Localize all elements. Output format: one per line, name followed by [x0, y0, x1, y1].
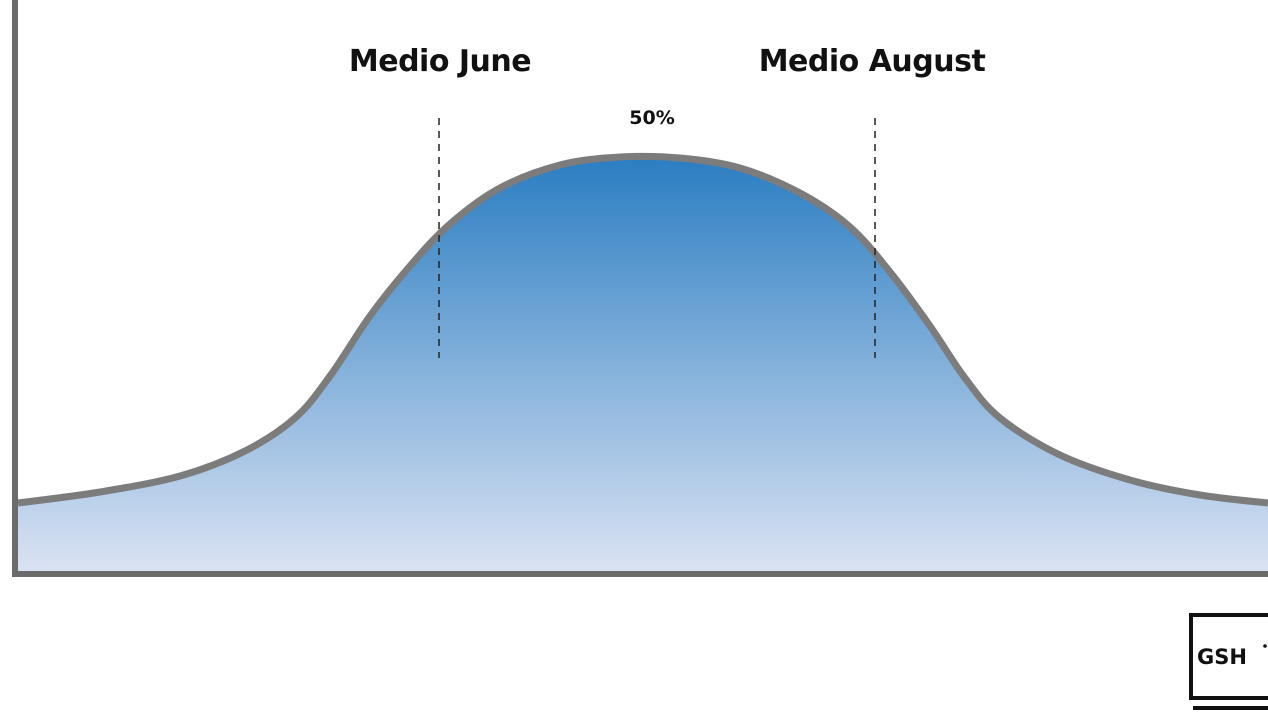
marker-label-june: Medio June — [349, 44, 531, 79]
peak-label: 50% — [629, 107, 674, 129]
marker-label-august: Medio August — [759, 44, 986, 79]
logo-text: GSH — [1197, 645, 1247, 669]
logo-underline — [1193, 706, 1268, 710]
distribution-curve — [17, 152, 1268, 507]
gsh-logo: GSH — [1189, 613, 1268, 710]
logo-dot — [1263, 644, 1267, 648]
logo-frame — [1189, 613, 1268, 700]
distribution-area — [18, 156, 1268, 574]
